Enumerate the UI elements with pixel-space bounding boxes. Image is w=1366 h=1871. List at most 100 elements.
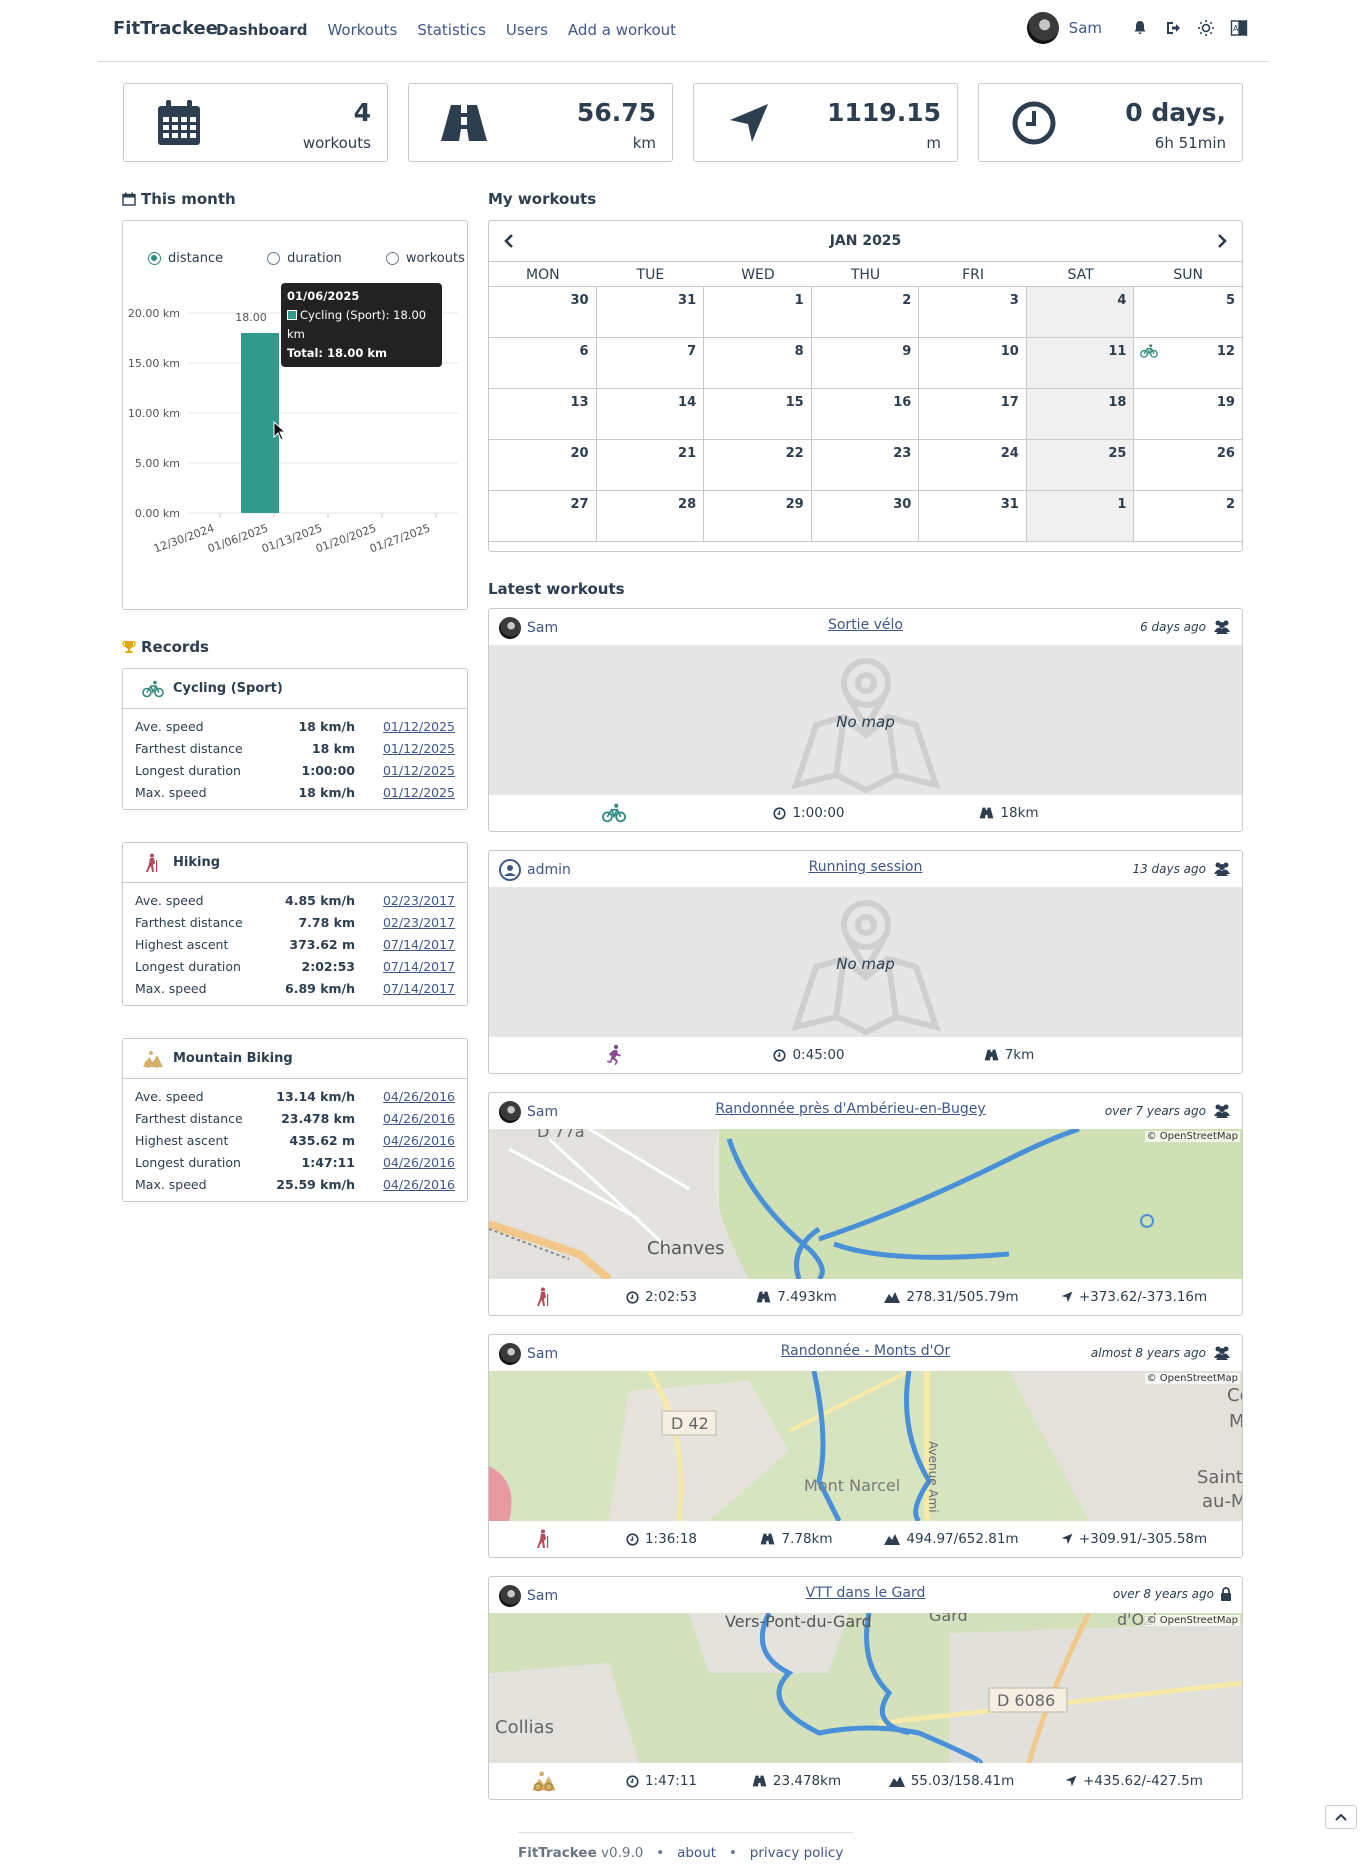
cycling-icon[interactable]: [1140, 343, 1159, 363]
workout-title-link[interactable]: VTT dans le Gard: [805, 1585, 926, 1601]
record-value: 1:47:11: [301, 1154, 356, 1170]
record-date-link[interactable]: 04/26/2016: [382, 1110, 455, 1126]
calendar-day[interactable]: 2: [1134, 491, 1242, 542]
road-icon: [980, 807, 994, 819]
record-date-link[interactable]: 07/14/2017: [382, 958, 455, 974]
hiking-icon: [489, 1528, 599, 1550]
calendar-day[interactable]: 7: [596, 338, 705, 389]
calendar-day[interactable]: 18: [1026, 389, 1135, 440]
calendar-day[interactable]: 27: [489, 491, 597, 542]
workout-user[interactable]: Sam: [499, 1101, 558, 1123]
record-date-link[interactable]: 01/12/2025: [382, 718, 455, 734]
footer-privacy-link[interactable]: privacy policy: [749, 1845, 844, 1861]
osm-attribution[interactable]: © OpenStreetMap: [1144, 1131, 1240, 1142]
workout-map[interactable]: D 77a Chanves © OpenStreetMap: [489, 1129, 1242, 1279]
radio-button[interactable]: [148, 252, 161, 265]
nav-users[interactable]: Users: [505, 21, 548, 39]
workout-title-link[interactable]: Randonnée près d'Ambérieu-en-Bugey: [715, 1101, 986, 1117]
calendar-day[interactable]: 31: [919, 491, 1027, 542]
radio-button[interactable]: [267, 252, 281, 265]
workout-user[interactable]: Sam: [499, 1343, 558, 1365]
workout-user[interactable]: admin: [499, 859, 571, 881]
workout-map[interactable]: D 42 Mont Narcel Avenue Ami Saint- au-M …: [489, 1371, 1242, 1521]
calendar-day[interactable]: 4: [1026, 287, 1135, 338]
avatar[interactable]: [1026, 12, 1059, 44]
workout-title-link[interactable]: Running session: [808, 859, 923, 875]
nav-username[interactable]: Sam: [1068, 19, 1102, 37]
workout-user[interactable]: Sam: [499, 1585, 558, 1607]
workout-title-link[interactable]: Randonnée - Monts d'Or: [780, 1343, 951, 1359]
record-date-link[interactable]: 01/12/2025: [382, 762, 455, 778]
radio-workouts[interactable]: workouts: [385, 251, 465, 266]
nav-add-workout[interactable]: Add a workout: [567, 21, 677, 39]
record-date-link[interactable]: 07/14/2017: [382, 980, 455, 996]
workout-map[interactable]: No map: [489, 645, 1242, 795]
brand-logo[interactable]: FitTrackee: [113, 18, 218, 39]
calendar-day[interactable]: 19: [1134, 389, 1242, 440]
calendar-day[interactable]: 11: [1026, 338, 1135, 389]
workout-elevation: 55.03/158.41m: [869, 1773, 1034, 1789]
calendar-day[interactable]: 24: [919, 440, 1027, 491]
calendar-day[interactable]: 26: [1134, 440, 1242, 491]
calendar-day[interactable]: 30: [811, 491, 920, 542]
calendar-day[interactable]: 14: [596, 389, 705, 440]
workout-map[interactable]: No map: [489, 887, 1242, 1037]
record-date-link[interactable]: 01/12/2025: [382, 740, 455, 756]
sun-icon[interactable]: [1197, 19, 1215, 37]
record-date-link[interactable]: 02/23/2017: [382, 892, 455, 908]
calendar-day[interactable]: 2: [811, 287, 920, 338]
record-date-link[interactable]: 02/23/2017: [382, 914, 455, 930]
osm-attribution[interactable]: © OpenStreetMap: [1144, 1615, 1240, 1626]
calendar-day[interactable]: 28: [596, 491, 705, 542]
workout-title-link[interactable]: Sortie vélo: [827, 617, 903, 633]
calendar-day[interactable]: 12: [1134, 338, 1242, 389]
calendar-day[interactable]: 31: [596, 287, 705, 338]
radio-duration[interactable]: duration: [267, 251, 342, 266]
calendar-day[interactable]: 20: [489, 440, 597, 491]
calendar-day[interactable]: 3: [919, 287, 1027, 338]
calendar-day[interactable]: 1: [1026, 491, 1135, 542]
calendar-day[interactable]: 13: [489, 389, 597, 440]
record-date-link[interactable]: 04/26/2016: [382, 1154, 455, 1170]
record-date-link[interactable]: 04/26/2016: [382, 1132, 455, 1148]
workout-user[interactable]: Sam: [499, 617, 558, 639]
calendar-day[interactable]: 29: [704, 491, 812, 542]
calendar-day[interactable]: 16: [811, 389, 920, 440]
workout-card: Sam VTT dans le Gard over 8 years ago D …: [488, 1576, 1243, 1800]
calendar-day[interactable]: 23: [811, 440, 920, 491]
calendar-day[interactable]: 1: [704, 287, 812, 338]
calendar-day[interactable]: 22: [704, 440, 812, 491]
chevron-left-icon[interactable]: [501, 232, 519, 250]
calendar-day[interactable]: 25: [1026, 440, 1135, 491]
nav-dashboard[interactable]: Dashboard: [216, 21, 308, 39]
calendar-day[interactable]: 17: [919, 389, 1027, 440]
calendar-day[interactable]: 21: [596, 440, 705, 491]
nav-workouts[interactable]: Workouts: [327, 21, 398, 39]
radio-button[interactable]: [385, 252, 399, 265]
footer-about-link[interactable]: about: [677, 1845, 717, 1861]
osm-attribution[interactable]: © OpenStreetMap: [1144, 1373, 1240, 1384]
calendar-day[interactable]: 8: [704, 338, 812, 389]
logout-icon[interactable]: [1164, 19, 1182, 37]
language-icon[interactable]: A: [1230, 19, 1248, 37]
record-date-link[interactable]: 07/14/2017: [382, 936, 455, 952]
calendar-day[interactable]: 6: [489, 338, 597, 389]
radio-distance[interactable]: distance: [148, 251, 223, 266]
month-bar-chart[interactable]: 0.00 km 5.00 km 10.00 km 15.00 km 20.00 km 12…: [123, 281, 467, 591]
workout-map[interactable]: D 6086 Vers-Pont-du-Gard Collias Gard d'…: [489, 1613, 1242, 1763]
chevron-right-icon[interactable]: [1212, 232, 1230, 250]
calendar-day[interactable]: 9: [811, 338, 920, 389]
record-date-link[interactable]: 01/12/2025: [382, 784, 455, 800]
record-date-link[interactable]: 04/26/2016: [382, 1088, 455, 1104]
calendar-day[interactable]: 30: [489, 287, 597, 338]
calendar-day[interactable]: 5: [1134, 287, 1242, 338]
record-date-link[interactable]: 04/26/2016: [382, 1176, 455, 1192]
nav-statistics[interactable]: Statistics: [417, 21, 486, 39]
calendar-day[interactable]: 15: [704, 389, 812, 440]
chart-bar[interactable]: [241, 333, 279, 513]
record-row: Max. speed 25.59 km/h 04/26/2016: [135, 1173, 455, 1195]
stat-value: 0 days,: [1125, 98, 1226, 127]
bell-icon[interactable]: [1131, 19, 1149, 37]
calendar-day[interactable]: 10: [919, 338, 1027, 389]
scroll-top-button[interactable]: [1325, 1805, 1357, 1829]
